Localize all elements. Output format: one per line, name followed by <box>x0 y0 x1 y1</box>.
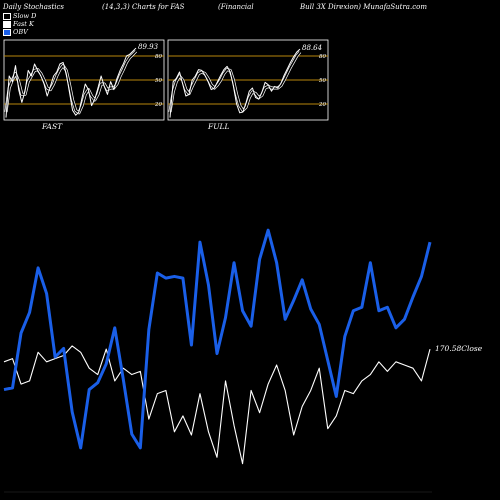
company-name: (Financial <box>218 3 254 11</box>
fast-panel-caption: FAST <box>42 122 63 131</box>
full-tick-label: 50 <box>319 78 326 84</box>
legend-item-fast-k: Fast K <box>3 20 34 28</box>
legend-label-obv: OBV <box>13 28 28 36</box>
fast-fast-k-line <box>5 47 137 118</box>
site-name: Bull 3X Direxion) MunafaSutra.com <box>300 3 427 11</box>
close-value-label: 170.58Close <box>435 344 483 353</box>
full-last-value: 88.64 <box>302 44 322 52</box>
obv-line <box>3 228 432 450</box>
chart-title: Daily Stochastics <box>3 3 65 11</box>
full-panel-caption: FULL <box>208 122 230 131</box>
fast-tick-label: 20 <box>154 102 162 108</box>
legend-swatch-obv <box>3 28 11 36</box>
legend-swatch-slow-d <box>3 12 11 20</box>
full-tick-label: 80 <box>319 54 326 60</box>
fast-last-value: 89.93 <box>138 43 159 51</box>
fast-tick-label: 80 <box>155 54 162 60</box>
legend-item-slow-d: Slow D <box>3 12 36 20</box>
legend-label-fast-k: Fast K <box>13 20 34 28</box>
legend-label-slow-d: Slow D <box>13 12 37 20</box>
close-line <box>3 345 431 465</box>
full-fast-k-line <box>169 48 301 118</box>
fast-tick-label: 50 <box>155 78 162 84</box>
full-tick-label: 20 <box>318 102 326 108</box>
chart-params: (14,3,3) Charts for FAS <box>102 3 185 11</box>
legend-item-obv: OBV <box>3 28 28 36</box>
legend-swatch-fast-k <box>3 20 11 28</box>
